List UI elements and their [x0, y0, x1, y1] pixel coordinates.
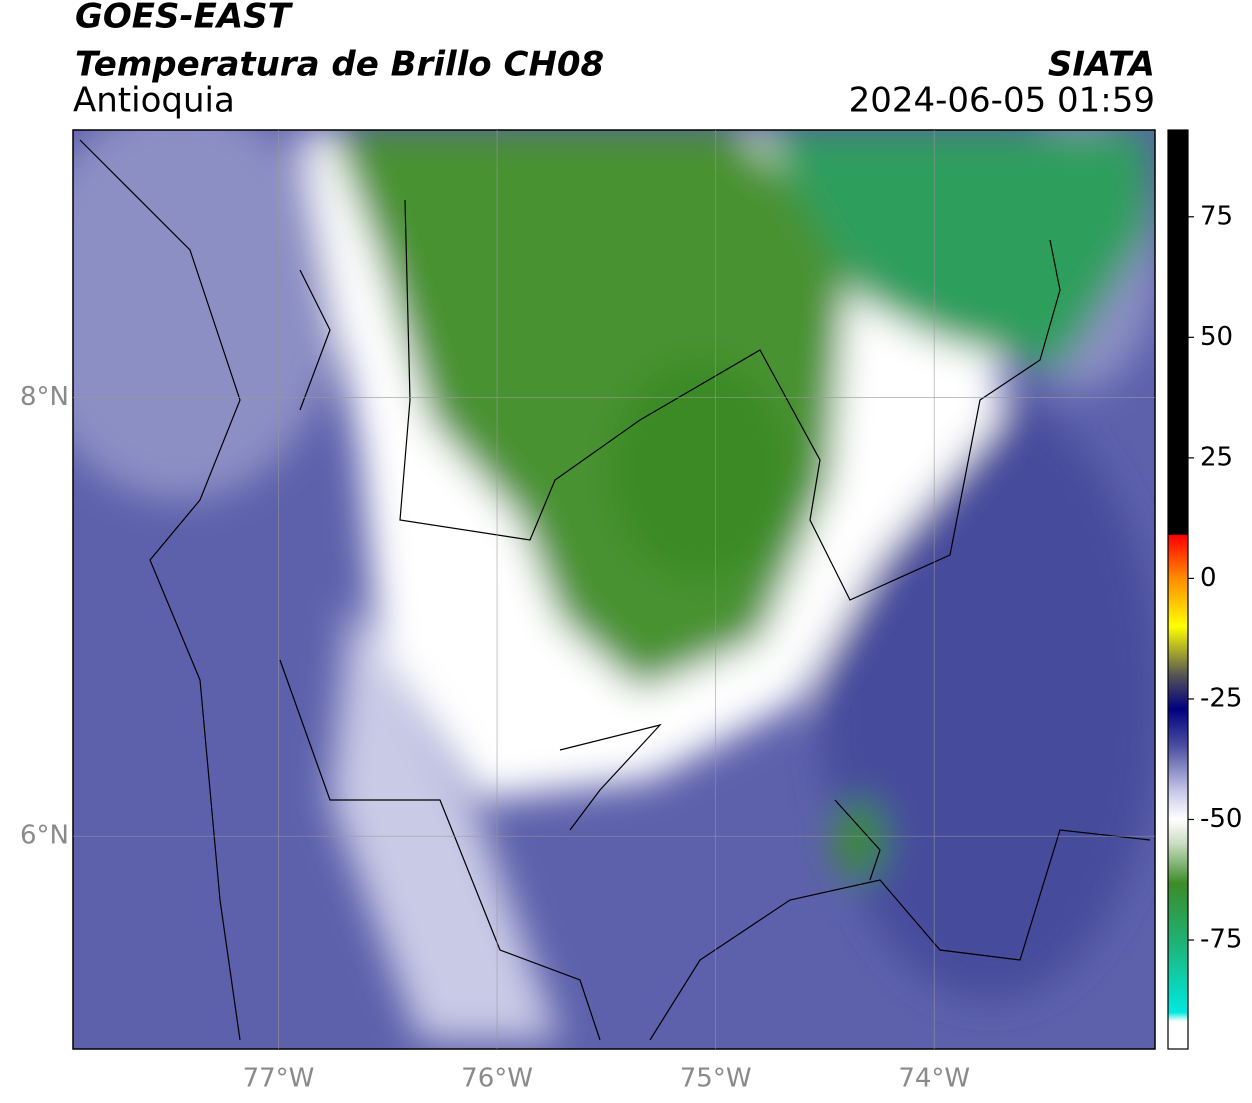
colorbar-tick-label: 50: [1200, 322, 1233, 352]
colorbar-tick-label: -75: [1200, 925, 1242, 955]
colorbar-tick-label: 25: [1200, 442, 1233, 472]
subtitle: Temperatura de Brillo CH08: [75, 45, 604, 85]
colorbar-tick-label: 0: [1200, 563, 1217, 593]
x-tick-label: 74°W: [898, 1064, 970, 1094]
source: SIATA: [1048, 45, 1155, 85]
y-tick-label: 8°N: [20, 382, 69, 412]
timestamp: 2024-06-05 01:59: [849, 81, 1155, 121]
satellite-image: [73, 130, 1155, 1049]
region: Antioquia: [73, 81, 235, 121]
x-tick-label: 77°W: [243, 1064, 315, 1094]
y-tick-label: 6°N: [20, 821, 69, 851]
colorbar-tick-label: 75: [1200, 201, 1233, 231]
title: GOES-EAST: [75, 0, 294, 37]
colorbar-tick-label: -25: [1200, 683, 1242, 713]
colorbar: [1167, 129, 1189, 1050]
map-frame: [72, 129, 1156, 1050]
colorbar-tick-label: -50: [1200, 804, 1242, 834]
x-tick-label: 76°W: [461, 1064, 533, 1094]
x-tick-label: 75°W: [680, 1064, 752, 1094]
